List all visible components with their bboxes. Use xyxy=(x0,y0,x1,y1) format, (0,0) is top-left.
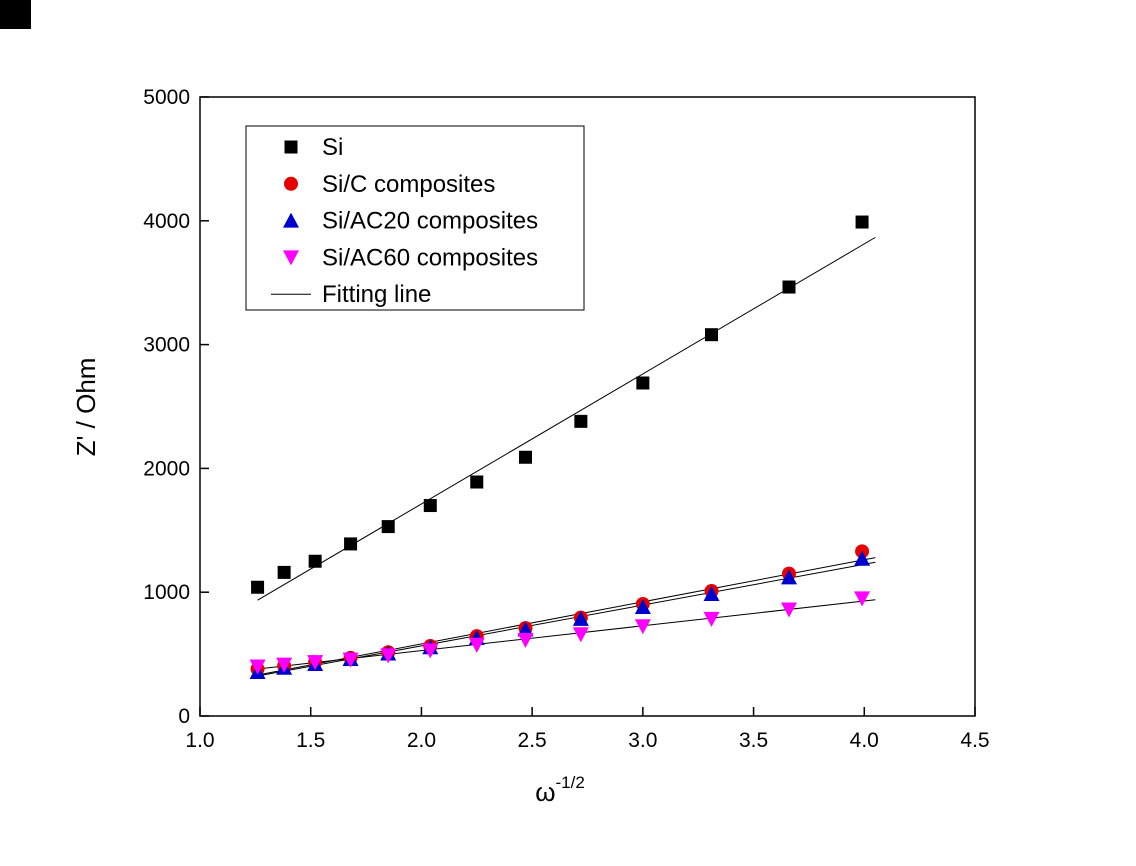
x-tick-label: 4.0 xyxy=(850,729,879,752)
data-point xyxy=(519,450,532,464)
x-tick-label: 1.5 xyxy=(296,729,325,752)
series-si-ac60-composites xyxy=(249,591,871,675)
x-tick-label: 1.0 xyxy=(185,729,214,752)
legend-marker-circle xyxy=(284,176,298,191)
legend: Si Si/C composites Si/AC20 composites Si/AC… xyxy=(245,125,585,311)
x-axis-label: ω-1/2 xyxy=(535,773,585,807)
y-tick-label: 3000 xyxy=(143,334,190,357)
x-tick-label: 3.0 xyxy=(628,729,657,752)
data-point xyxy=(251,580,265,594)
data-point xyxy=(381,520,395,534)
data-point xyxy=(705,328,718,342)
data-point xyxy=(781,569,797,585)
y-tick-label: 1000 xyxy=(143,581,190,604)
x-tick-label: 2.0 xyxy=(407,729,436,752)
data-point xyxy=(308,554,322,568)
legend-marker-triangle-down xyxy=(283,250,299,266)
data-point xyxy=(703,586,720,602)
data-point xyxy=(276,657,293,673)
fit-line xyxy=(257,236,876,601)
data-point xyxy=(470,475,484,489)
y-tick-label: 0 xyxy=(178,705,190,728)
data-point xyxy=(574,414,588,428)
y-axis-label: Z' / Ohm xyxy=(71,358,101,457)
data-point xyxy=(781,602,797,618)
y-tick-label: 4000 xyxy=(143,210,190,233)
x-axis-label-exponent: -1/2 xyxy=(556,773,585,792)
data-point xyxy=(636,376,650,390)
data-point xyxy=(380,648,397,664)
data-point xyxy=(517,621,534,637)
data-point xyxy=(423,499,437,513)
fit-line xyxy=(257,557,876,676)
data-point xyxy=(517,632,534,648)
x-tick-label: 3.5 xyxy=(739,729,768,752)
data-point xyxy=(634,619,651,635)
x-tick-label: 4.5 xyxy=(960,729,989,752)
x-axis-label-base: ω xyxy=(535,777,555,807)
data-point xyxy=(342,652,359,668)
data-point xyxy=(277,565,291,579)
data-point xyxy=(307,655,324,671)
corner-artifact xyxy=(0,0,31,29)
y-tick-label: 5000 xyxy=(143,86,190,109)
data-point xyxy=(634,599,651,615)
legend-label: Fitting line xyxy=(322,281,431,308)
data-point xyxy=(468,637,485,653)
legend-label: Si/C composites xyxy=(322,171,495,198)
data-point xyxy=(854,591,871,607)
series-si-c-composites xyxy=(250,544,870,676)
data-point xyxy=(344,537,358,551)
y-tick-label: 2000 xyxy=(143,457,190,480)
data-point xyxy=(703,611,720,627)
legend-label: Si xyxy=(322,134,343,161)
data-point xyxy=(572,627,589,643)
data-point xyxy=(249,659,266,675)
data-point xyxy=(572,610,589,626)
data-point xyxy=(422,643,439,659)
legend-label: Si/AC60 composites xyxy=(322,244,538,271)
data-point xyxy=(855,215,869,229)
legend-marker-triangle-up xyxy=(283,212,299,228)
legend-label: Si/AC20 composites xyxy=(322,208,538,235)
x-tick-label: 2.5 xyxy=(518,729,547,752)
legend-marker-square xyxy=(284,140,298,154)
data-point xyxy=(854,550,871,566)
plot-frame xyxy=(199,96,976,717)
series-si xyxy=(251,215,869,594)
data-point xyxy=(782,280,796,294)
fit-line xyxy=(257,599,876,670)
legend-box xyxy=(245,125,585,311)
